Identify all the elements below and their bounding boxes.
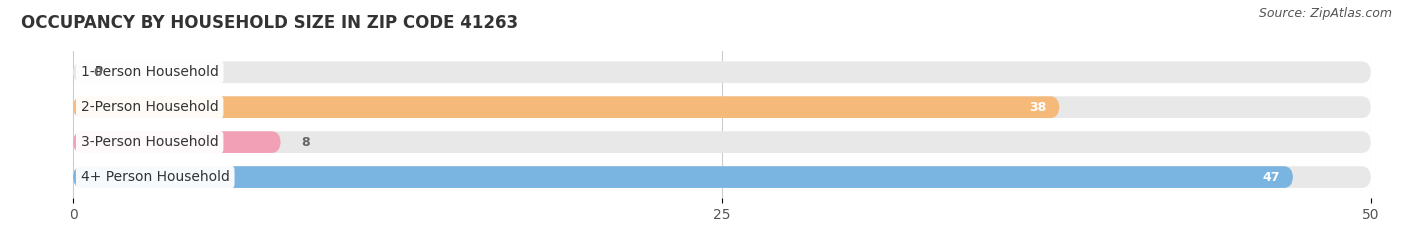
Text: 8: 8 — [301, 136, 311, 149]
FancyBboxPatch shape — [73, 166, 1371, 188]
FancyBboxPatch shape — [73, 131, 1371, 153]
FancyBboxPatch shape — [73, 166, 1294, 188]
FancyBboxPatch shape — [73, 61, 1371, 83]
Text: OCCUPANCY BY HOUSEHOLD SIZE IN ZIP CODE 41263: OCCUPANCY BY HOUSEHOLD SIZE IN ZIP CODE … — [21, 14, 519, 32]
Text: 38: 38 — [1029, 101, 1046, 114]
Text: 2-Person Household: 2-Person Household — [80, 100, 218, 114]
Text: 3-Person Household: 3-Person Household — [80, 135, 218, 149]
Text: 0: 0 — [94, 66, 103, 79]
Text: Source: ZipAtlas.com: Source: ZipAtlas.com — [1258, 7, 1392, 20]
Text: 47: 47 — [1263, 171, 1279, 184]
FancyBboxPatch shape — [73, 96, 1371, 118]
Text: 4+ Person Household: 4+ Person Household — [80, 170, 229, 184]
FancyBboxPatch shape — [73, 131, 281, 153]
FancyBboxPatch shape — [73, 96, 1059, 118]
Text: 1-Person Household: 1-Person Household — [80, 65, 219, 79]
